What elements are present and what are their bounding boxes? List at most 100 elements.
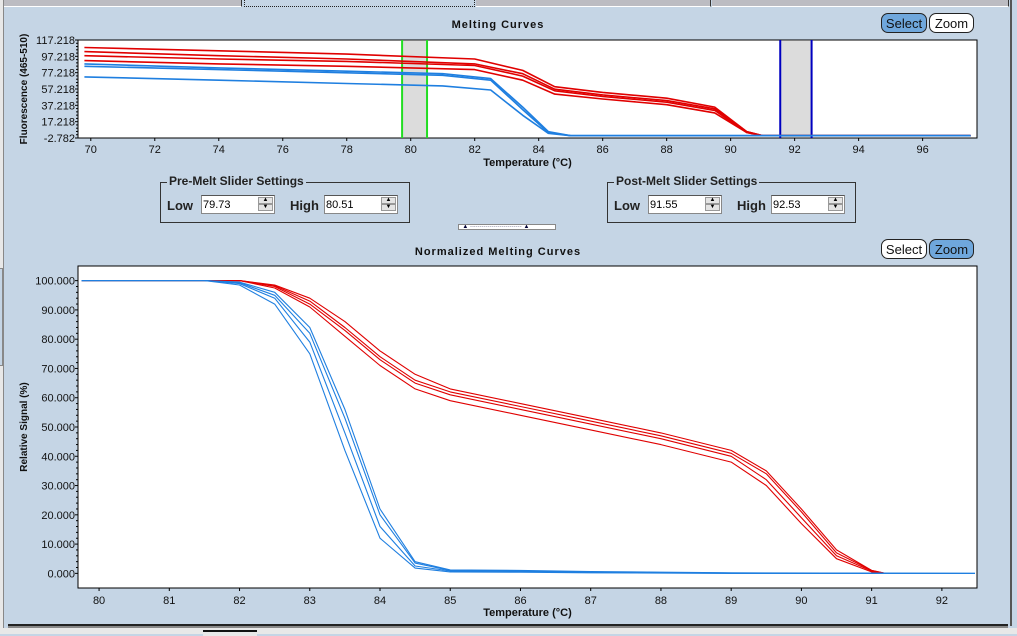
post-melt-high-label: High: [737, 198, 766, 213]
bottom-zoom-button[interactable]: Zoom: [929, 239, 974, 259]
tab-strip: [0, 0, 1017, 7]
x-axis-title: Temperature (°C): [483, 157, 572, 169]
x-tick-label: 90: [725, 144, 737, 156]
spin-down-icon[interactable]: ▼: [828, 204, 843, 211]
splitter-handle[interactable]: ▲ ·························· ▲: [458, 224, 556, 230]
x-tick-label: 96: [916, 144, 928, 156]
x-tick-label: 84: [533, 144, 545, 156]
spin-up-icon[interactable]: ▲: [381, 197, 396, 204]
y-tick-label: 10.000: [41, 539, 75, 551]
pre-melt-title: Pre-Melt Slider Settings: [167, 174, 306, 188]
spin-down-icon[interactable]: ▼: [381, 204, 396, 211]
x-tick-label: 90: [795, 595, 807, 607]
pre-melt-low-label: Low: [167, 198, 193, 213]
y-tick-label: 100.000: [35, 276, 75, 288]
y-axis-title: Relative Signal (%): [19, 382, 30, 471]
x-tick-label: 82: [469, 144, 481, 156]
x-axis-title: Temperature (°C): [483, 607, 572, 619]
x-tick-label: 92: [936, 595, 948, 607]
x-tick-label: 74: [213, 144, 225, 156]
x-tick-label: 70: [85, 144, 97, 156]
post-melt-high-input[interactable]: [773, 197, 823, 212]
series-line-red-1: [81, 280, 886, 574]
melt-panel: [8, 8, 1008, 626]
bottom-chart-title: Normalized Melting Curves: [414, 246, 582, 258]
y-tick-label: 50.000: [41, 422, 75, 434]
x-tick-label: 89: [725, 595, 737, 607]
tab-2-active[interactable]: [244, 0, 475, 7]
spin-up-icon[interactable]: ▲: [705, 197, 720, 204]
right-scrollbar-edge[interactable]: [1010, 0, 1017, 626]
x-tick-label: 80: [405, 144, 417, 156]
post-melt-low-spinner[interactable]: ▲▼: [648, 195, 722, 214]
x-tick-label: 78: [341, 144, 353, 156]
pre-melt-settings-group: Pre-Melt Slider Settings Low ▲▼ High ▲▼: [160, 174, 410, 223]
melting-curves-chart[interactable]: 70 72 74 76 78 80 82 84 86 88 90 92 94 96 117.218 97.21…: [0, 0, 1017, 175]
tab-1[interactable]: [3, 0, 242, 7]
post-melt-low-input[interactable]: [650, 197, 700, 212]
x-tick-label: 85: [444, 595, 456, 607]
series-line-blue-4: [81, 280, 975, 574]
y-tick-label: 0.000: [47, 568, 75, 580]
series-line-red-4: [84, 59, 971, 137]
x-tick-label: 92: [789, 144, 801, 156]
x-tick-label: 83: [304, 595, 316, 607]
post-melt-title: Post-Melt Slider Settings: [614, 174, 760, 188]
top-chart-title: Melting Curves: [451, 19, 545, 31]
plot-area: [77, 265, 978, 589]
pre-melt-low-spinner[interactable]: ▲▼: [201, 195, 275, 214]
post-melt-high-spinner[interactable]: ▲▼: [771, 195, 845, 214]
y-tick-label: 97.218: [41, 51, 75, 63]
bottom-tab[interactable]: [203, 630, 257, 636]
pre-melt-high-label: High: [290, 198, 319, 213]
x-tick-label: 87: [585, 595, 597, 607]
y-tick-label: 90.000: [41, 305, 75, 317]
x-tick-label: 81: [163, 595, 175, 607]
series-line-red-4: [81, 280, 886, 574]
y-tick-label: 70.000: [41, 363, 75, 375]
x-tick-label: 86: [514, 595, 526, 607]
tab-3[interactable]: [476, 0, 711, 7]
post-melt-low-label: Low: [614, 198, 640, 213]
pre-melt-low-input[interactable]: [203, 197, 253, 212]
tab-4[interactable]: [712, 0, 1009, 7]
series-line-red-2: [81, 280, 886, 574]
x-tick-label: 82: [233, 595, 245, 607]
y-tick-label: 20.000: [41, 510, 75, 522]
y-tick-label: 117.218: [36, 35, 75, 47]
post-melt-band: [780, 41, 812, 137]
x-tick-label: 88: [661, 144, 673, 156]
pre-melt-high-input[interactable]: [326, 197, 376, 212]
pre-melt-high-spinner[interactable]: ▲▼: [324, 195, 398, 214]
x-tick-label: 84: [374, 595, 386, 607]
y-tick-label: -2.782: [44, 133, 75, 145]
x-tick-label: 80: [93, 595, 105, 607]
x-tick-label: 72: [149, 144, 161, 156]
x-tick-label: 88: [655, 595, 667, 607]
bottom-select-button[interactable]: Select: [881, 239, 927, 259]
bottom-bar: [0, 628, 1017, 634]
x-tick-label: 86: [597, 144, 609, 156]
series-line-red-3: [81, 280, 886, 574]
series-line-blue-3: [84, 76, 971, 137]
top-select-button[interactable]: Select: [881, 13, 927, 33]
y-tick-label: 30.000: [41, 481, 75, 493]
x-tick-label: 94: [853, 144, 865, 156]
y-tick-label: 60.000: [41, 393, 75, 405]
y-tick-label: 80.000: [41, 334, 75, 346]
x-tick-label: 91: [866, 595, 878, 607]
spin-up-icon[interactable]: ▲: [258, 197, 273, 204]
top-zoom-button[interactable]: Zoom: [929, 13, 974, 33]
y-tick-label: 57.218: [41, 84, 75, 96]
y-tick-label: 37.218: [41, 100, 75, 112]
left-panel-edge: [0, 268, 3, 366]
spin-up-icon[interactable]: ▲: [828, 197, 843, 204]
spin-down-icon[interactable]: ▼: [705, 204, 720, 211]
y-tick-label: 40.000: [41, 451, 75, 463]
post-melt-settings-group: Post-Melt Slider Settings Low ▲▼ High ▲▼: [607, 174, 856, 223]
x-tick-label: 76: [277, 144, 289, 156]
spin-down-icon[interactable]: ▼: [258, 204, 273, 211]
y-axis-title: Fluorescence (465-510): [19, 34, 30, 145]
y-tick-label: 17.218: [41, 117, 75, 129]
